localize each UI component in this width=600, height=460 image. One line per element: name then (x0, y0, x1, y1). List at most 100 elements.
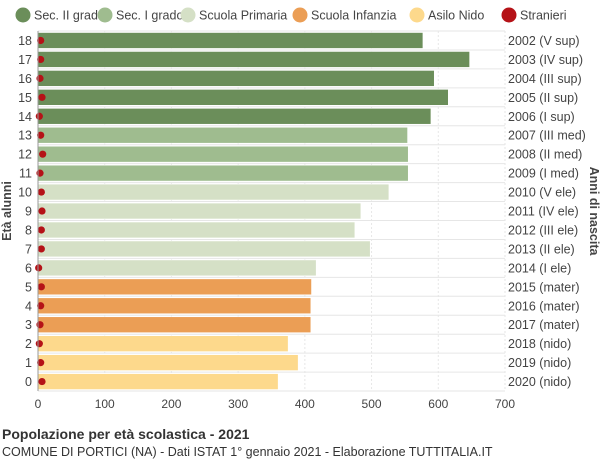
birth-year-label: 2010 (V ele) (508, 186, 576, 200)
stranieri-dot-age-3 (36, 321, 44, 329)
legend-swatch (292, 7, 308, 23)
bar-age-3 (37, 316, 312, 333)
age-tick-label: 0 (25, 375, 32, 389)
bar-age-7 (37, 240, 371, 258)
birth-year-label: 2020 (nido) (508, 375, 571, 389)
birth-year-label: 2006 (I sup) (508, 110, 575, 124)
x-tick-label: 700 (495, 397, 515, 411)
stranieri-dot-age-15 (38, 93, 46, 101)
bar-age-0 (37, 373, 279, 390)
bars (37, 32, 470, 390)
birth-year-label: 2018 (nido) (508, 337, 571, 351)
stranieri-dot-age-10 (37, 188, 45, 196)
stranieri-dot-age-11 (36, 169, 44, 177)
legend-label: Sec. I grado (116, 9, 183, 23)
birth-year-label: 2019 (nido) (508, 356, 571, 370)
x-tick-label: 500 (362, 397, 382, 411)
age-tick-label: 14 (18, 110, 32, 124)
stranieri-dot-age-18 (37, 36, 45, 45)
legend: Sec. II grado Sec. I grado Scuola Primaria… (15, 7, 567, 23)
legend-swatch (97, 7, 113, 23)
age-tick-label: 9 (25, 205, 32, 219)
age-tick-label: 16 (18, 72, 32, 86)
bar-age-8 (37, 221, 356, 239)
age-tick-label: 5 (25, 280, 32, 294)
bar-age-13 (37, 126, 408, 144)
x-tick-label: 200 (161, 397, 181, 411)
birth-year-label: 2011 (IV ele) (508, 205, 579, 219)
age-tick-label: 7 (25, 242, 32, 256)
x-tick-label: 0 (35, 397, 42, 411)
birth-year-label: 2009 (I med) (508, 167, 579, 181)
x-tick-label: 600 (428, 397, 448, 411)
stranieri-dot-age-17 (37, 55, 45, 64)
stranieri-dot-age-14 (35, 112, 43, 120)
stranieri-dot-age-5 (37, 283, 45, 291)
bar-age-1 (37, 354, 299, 371)
stranieri-dot-age-9 (38, 207, 46, 215)
bar-age-16 (37, 70, 435, 87)
age-tick-label: 1 (25, 356, 32, 370)
stranieri-dot-age-16 (36, 74, 44, 82)
bar-age-6 (37, 259, 317, 277)
chart-title: Popolazione per età scolastica - 2021 (2, 426, 250, 442)
legend-label: Scuola Primaria (199, 9, 287, 23)
birth-year-label: 2002 (V sup) (508, 34, 580, 48)
bar-age-14 (37, 108, 432, 125)
stranieri-dot-age-13 (37, 131, 45, 139)
bar-age-17 (37, 51, 470, 68)
bar-age-10 (37, 183, 390, 201)
age-tick-label: 3 (25, 318, 32, 332)
age-tick-label: 6 (25, 261, 32, 275)
bar-age-4 (37, 297, 312, 315)
legend-swatch (501, 7, 517, 23)
legend-label: Stranieri (520, 9, 567, 23)
birth-year-label: 2005 (II sup) (508, 91, 578, 105)
age-tick-label: 8 (25, 223, 32, 237)
y-axis-title-right: Anni di nascita (587, 167, 600, 257)
y-axis-title: Età alunni (0, 181, 14, 241)
bar-age-2 (37, 335, 289, 352)
birth-year-label: 2015 (mater) (508, 280, 580, 294)
age-tick-label: 10 (18, 186, 32, 200)
age-tick-label: 18 (18, 34, 32, 48)
legend-swatch (15, 7, 31, 23)
stranieri-dot-age-0 (38, 377, 46, 386)
bar-age-9 (37, 202, 362, 220)
birth-year-label: 2008 (II med) (508, 148, 582, 162)
legend-swatch (180, 7, 196, 23)
age-tick-label: 2 (25, 337, 32, 351)
birth-year-label: 2016 (mater) (508, 299, 580, 313)
birth-year-label: 2004 (III sup) (508, 72, 582, 86)
x-tick-label: 400 (295, 397, 315, 411)
x-tick-label: 100 (95, 397, 115, 411)
bar-age-12 (37, 145, 409, 163)
chart-subtitle: COMUNE DI PORTICI (NA) - Dati ISTAT 1° g… (2, 445, 493, 459)
age-tick-label: 13 (18, 129, 32, 143)
stranieri-dot-age-4 (37, 302, 45, 310)
birth-year-label: 2007 (III med) (508, 129, 586, 143)
stranieri-dot-age-6 (35, 264, 43, 272)
bar-age-11 (37, 164, 409, 182)
birth-year-label: 2017 (mater) (508, 318, 580, 332)
birth-year-label: 2013 (II ele) (508, 242, 575, 256)
stranieri-dot-age-12 (39, 150, 47, 158)
bar-age-15 (37, 89, 449, 106)
age-tick-label: 17 (18, 53, 32, 67)
bar-age-5 (37, 278, 312, 296)
age-tick-label: 12 (18, 148, 32, 162)
legend-label: Scuola Infanzia (311, 9, 397, 23)
age-tick-label: 15 (18, 91, 32, 105)
stranieri-dot-age-7 (37, 245, 45, 253)
x-tick-label: 300 (228, 397, 248, 411)
legend-swatch (409, 7, 425, 23)
birth-year-label: 2003 (IV sup) (508, 53, 583, 67)
stranieri-dot-age-8 (37, 226, 45, 234)
legend-label: Asilo Nido (428, 9, 484, 23)
bar-age-18 (37, 32, 424, 49)
birth-year-label: 2012 (III ele) (508, 223, 578, 237)
stranieri-dot-age-2 (35, 340, 43, 348)
age-tick-label: 4 (25, 299, 32, 313)
